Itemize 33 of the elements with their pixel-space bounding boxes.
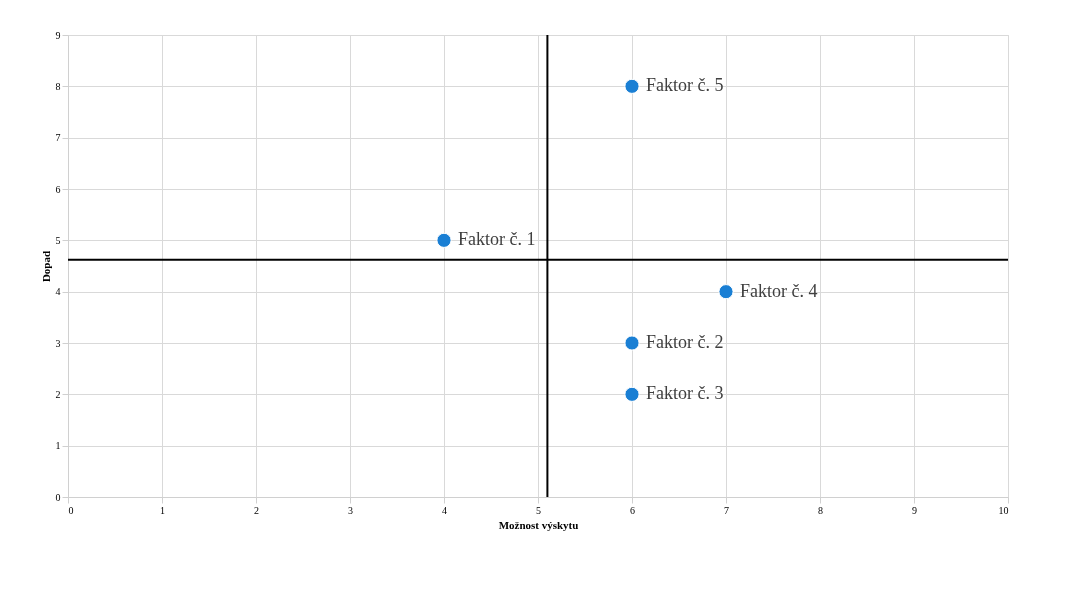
x-axis-title: Možnost výskytu: [498, 518, 579, 531]
x-tick-label: 3: [348, 504, 353, 516]
y-tick-label: 9: [55, 29, 61, 41]
x-tick-label: 10: [998, 504, 1009, 516]
y-tick-label: 3: [55, 337, 61, 349]
y-axis-title: Dopad: [39, 250, 52, 283]
point: [624, 386, 640, 402]
annotation: Faktor č. 5: [646, 75, 724, 96]
y-tick-label: 4: [55, 286, 61, 298]
y-tick-label: 7: [55, 132, 61, 144]
x-tick-label: 8: [818, 504, 823, 516]
point: [718, 284, 734, 300]
annotation: Faktor č. 2: [646, 332, 724, 352]
point: [624, 335, 640, 351]
y-tick-label: 8: [55, 80, 61, 92]
x-tick-label: 7: [724, 504, 729, 516]
x-tick-label: 1: [160, 504, 165, 516]
annotation: Faktor č. 3: [646, 383, 724, 404]
x-tick-label: 2: [254, 504, 259, 516]
x-tick-label: 9: [912, 504, 917, 516]
y-tick-label: 5: [55, 234, 61, 246]
x-tick-label: 5: [536, 504, 541, 516]
point: [624, 78, 640, 94]
x-tick-label: 4: [442, 504, 447, 516]
y-tick-label: 1: [55, 440, 61, 452]
x-tick-label: 6: [630, 504, 635, 516]
y-tick-label: 2: [55, 388, 61, 400]
point: [436, 232, 452, 248]
annotation: Faktor č. 1: [458, 229, 536, 250]
x-tick-label: 0: [68, 504, 74, 516]
y-tick-label: 6: [55, 183, 61, 195]
y-tick-label: 0: [55, 491, 61, 503]
annotation: Faktor č. 4: [740, 280, 818, 301]
